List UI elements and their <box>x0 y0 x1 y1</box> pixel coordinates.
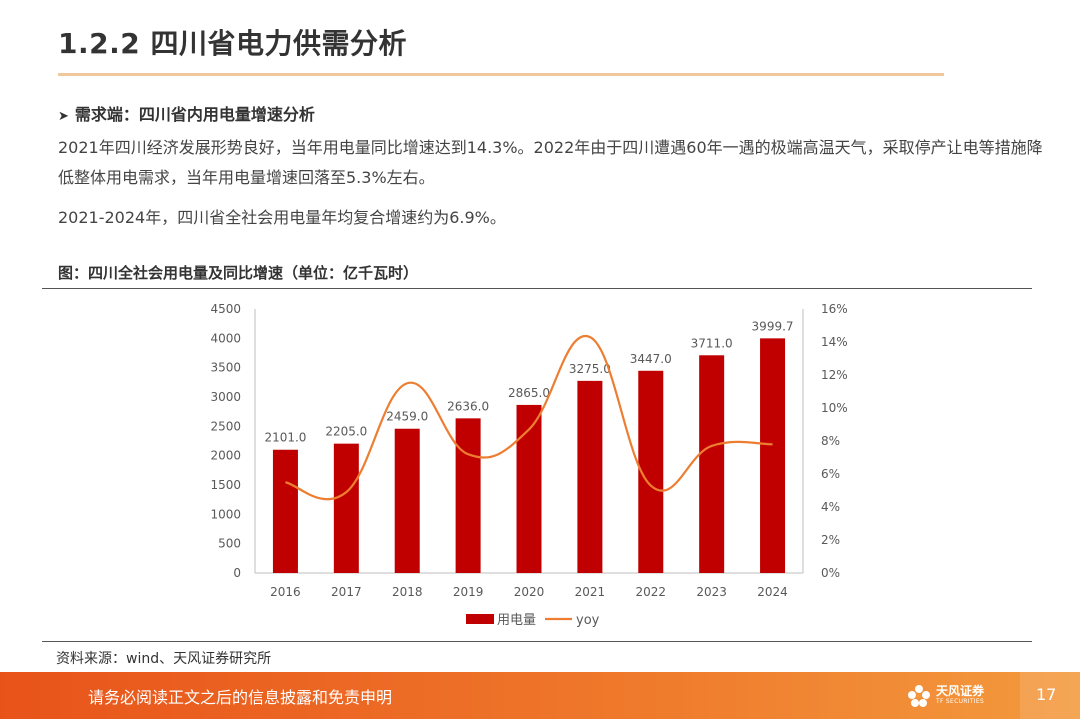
bar <box>699 355 725 573</box>
y-right-tick-label: 2% <box>821 533 840 547</box>
y-left-tick-label: 4500 <box>210 302 241 316</box>
y-left-tick-label: 4000 <box>210 331 241 345</box>
y-right-tick-label: 10% <box>821 401 848 415</box>
arrow-bullet-icon: ➤ <box>58 109 69 124</box>
legend-bar-label: 用电量 <box>497 613 536 628</box>
legend-line-label: yoy <box>576 613 600 628</box>
figure-title: 图：四川全社会用电量及同比增速（单位：亿千瓦时） <box>58 264 419 282</box>
x-tick-label: 2022 <box>636 585 667 599</box>
page-title: 1.2.2 四川省电力供需分析 <box>58 27 407 60</box>
figure-top-rule <box>42 288 1032 289</box>
x-tick-label: 2020 <box>514 585 545 599</box>
bar <box>394 428 420 573</box>
bar-data-label: 2205.0 <box>325 425 367 439</box>
y-left-tick-label: 500 <box>218 537 241 551</box>
bar <box>272 449 298 573</box>
flower-logo-icon <box>908 685 930 707</box>
bar-data-label: 2636.0 <box>447 399 489 413</box>
yoy-line <box>285 334 773 501</box>
bar-data-label: 2459.0 <box>386 410 428 424</box>
bar-data-label: 3447.0 <box>630 352 672 366</box>
bar-data-label: 3999.7 <box>752 319 794 333</box>
paragraph-1: 2021年四川经济发展形势良好，当年用电量同比增速达到14.3%。2022年由于… <box>58 138 1043 187</box>
bar-data-label: 2865.0 <box>508 386 550 400</box>
page-number-box <box>1020 672 1080 719</box>
x-tick-label: 2018 <box>392 585 423 599</box>
bar-data-label: 3711.0 <box>691 336 733 350</box>
legend-bar-swatch <box>466 614 494 624</box>
y-left-tick-label: 1000 <box>210 507 241 521</box>
footer-bar: 请务必阅读正文之后的信息披露和免责申明 天风证券 TF SECURITIES 1… <box>0 672 1080 719</box>
page-number: 17 <box>1036 685 1057 704</box>
x-tick-label: 2016 <box>270 585 301 599</box>
y-left-tick-label: 1500 <box>210 478 241 492</box>
section-heading-text: 需求端：四川省内用电量增速分析 <box>74 105 315 124</box>
figure-source: 资料来源：wind、天风证券研究所 <box>56 651 272 667</box>
y-right-tick-label: 4% <box>821 500 840 514</box>
x-tick-label: 2024 <box>757 585 788 599</box>
y-right-tick-label: 8% <box>821 434 840 448</box>
section-heading: ➤ 需求端：四川省内用电量增速分析 <box>58 101 315 125</box>
y-right-tick-label: 0% <box>821 566 840 580</box>
bar <box>760 338 786 573</box>
x-tick-label: 2021 <box>575 585 606 599</box>
logo-name-cn: 天风证券 <box>936 684 985 698</box>
y-left-tick-label: 3000 <box>210 390 241 404</box>
title-divider <box>58 73 944 76</box>
paragraph-2: 2021-2024年，四川省全社会用电量年均复合增速约为6.9%。 <box>58 208 506 227</box>
company-logo: 天风证券 TF SECURITIES <box>906 679 1006 713</box>
y-right-tick-label: 6% <box>821 467 840 481</box>
footer-disclaimer: 请务必阅读正文之后的信息披露和免责申明 <box>88 688 393 707</box>
y-left-tick-label: 3500 <box>210 361 241 375</box>
x-tick-label: 2017 <box>331 585 362 599</box>
y-right-tick-label: 14% <box>821 335 848 349</box>
figure-bottom-rule <box>42 641 1032 642</box>
y-left-tick-label: 2500 <box>210 419 241 433</box>
bar <box>333 443 359 573</box>
y-right-tick-label: 12% <box>821 368 848 382</box>
bar <box>577 380 603 573</box>
bar <box>516 404 542 573</box>
y-left-tick-label: 2000 <box>210 449 241 463</box>
bar <box>455 418 481 573</box>
bar-data-label: 3275.0 <box>569 362 611 376</box>
bar-data-label: 2101.0 <box>264 431 306 445</box>
y-left-tick-label: 0 <box>233 566 241 580</box>
logo-name-en: TF SECURITIES <box>936 698 985 705</box>
x-tick-label: 2019 <box>453 585 484 599</box>
y-right-tick-label: 16% <box>821 302 848 316</box>
x-tick-label: 2023 <box>696 585 727 599</box>
